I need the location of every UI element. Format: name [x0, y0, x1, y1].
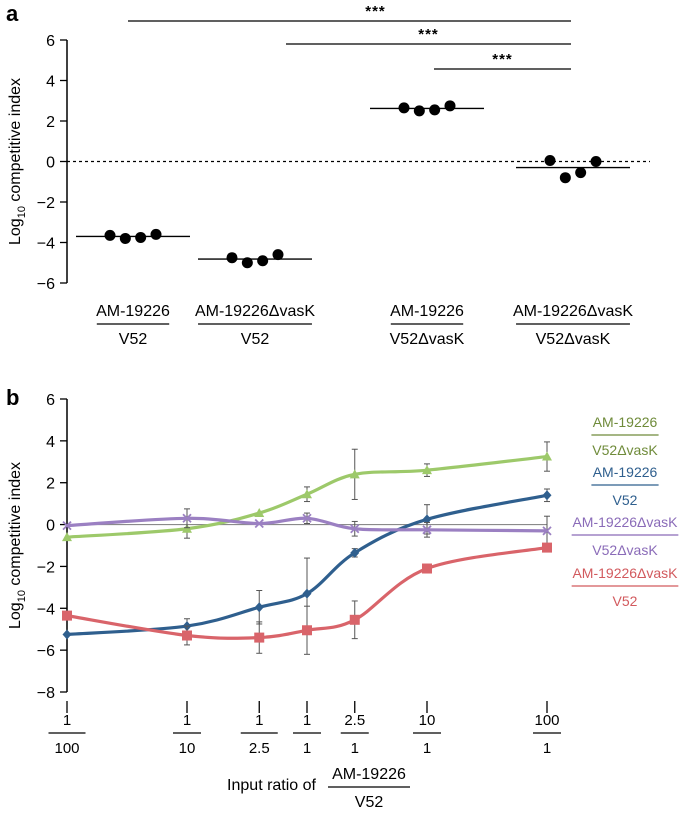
data-point-x: [62, 520, 72, 531]
category-label-1-numerator: AM-19226: [96, 303, 170, 320]
y-tick-label-a: −6: [37, 276, 55, 293]
data-point-square: [422, 563, 432, 574]
legend-entry-1-numerator: AM-19226: [593, 414, 658, 430]
y-tick-label-a: 6: [46, 33, 55, 50]
category-label-1-denominator: V52: [119, 331, 148, 348]
data-point: [226, 252, 238, 264]
data-point: [590, 156, 602, 167]
legend-entry-1-denominator: V52ΔvasK: [592, 442, 658, 458]
y-tick-label-b: −8: [37, 685, 55, 702]
data-point-square: [182, 630, 192, 641]
category-label-2-numerator: AM-19226ΔvasK: [195, 303, 315, 320]
category-label-3-denominator: V52ΔvasK: [390, 331, 465, 348]
category-label-3-numerator: AM-19226: [390, 303, 464, 320]
data-point: [135, 231, 147, 243]
data-point-diamond: [254, 602, 264, 613]
data-point-square: [349, 614, 360, 625]
x-tick-label-denominator: 2.5: [249, 740, 270, 757]
data-point: [150, 228, 162, 240]
legend-entry-3-denominator: V52ΔvasK: [592, 542, 658, 558]
y-tick-label-a: −2: [37, 195, 55, 212]
significance-stars: ***: [418, 26, 439, 43]
y-tick-label-b: 4: [46, 434, 55, 451]
x-tick-label-denominator: 1: [543, 740, 551, 757]
data-point: [119, 232, 131, 244]
significance-stars: ***: [492, 51, 513, 68]
data-point: [272, 249, 284, 261]
y-tick-label-b: −6: [37, 643, 55, 660]
category-label-4-numerator: AM-19226ΔvasK: [513, 303, 633, 320]
data-point: [241, 257, 253, 269]
legend-entry-3-numerator: AM-19226ΔvasK: [572, 514, 678, 530]
x-tick-label-numerator: 1: [183, 712, 191, 729]
data-point: [544, 154, 556, 166]
x-tick-label-denominator: 1: [351, 740, 359, 757]
data-point-triangle: [182, 523, 192, 533]
data-point-triangle: [542, 451, 552, 461]
y-tick-label-b: 2: [46, 476, 55, 493]
x-axis-title-fraction-denominator: V52: [355, 794, 384, 811]
y-tick-label-a: 0: [46, 155, 55, 172]
data-point-diamond: [350, 547, 360, 558]
y-axis-title-a: Log10 competitive index: [7, 78, 28, 245]
data-point-triangle: [422, 465, 432, 475]
data-point-x: [422, 525, 432, 535]
category-label-2-denominator: V52: [241, 331, 270, 348]
data-point: [444, 100, 456, 112]
x-axis-title-fraction-numerator: AM-19226: [332, 766, 406, 783]
y-tick-label-b: −2: [37, 559, 55, 576]
legend-entry-2-numerator: AM-19226: [593, 464, 658, 480]
x-tick-label-numerator: 2.5: [344, 712, 365, 729]
data-point-square: [62, 610, 72, 621]
y-axis-title-b: Log10 competitive index: [7, 462, 28, 629]
y-tick-label-b: 6: [46, 392, 55, 409]
data-point: [104, 229, 116, 241]
data-point: [257, 255, 269, 267]
y-tick-label-a: 4: [46, 74, 55, 91]
y-tick-label-b: −4: [37, 601, 55, 618]
data-point-triangle: [302, 489, 312, 499]
data-point-x: [542, 526, 552, 536]
x-tick-label-numerator: 10: [419, 712, 436, 729]
data-point-x: [254, 518, 264, 529]
data-point-diamond: [302, 588, 312, 599]
data-point-diamond: [422, 514, 432, 525]
data-point-square: [254, 632, 265, 643]
x-axis-title-b: Input ratio of: [227, 777, 317, 794]
data-point-diamond: [542, 490, 552, 501]
x-tick-label-numerator: 100: [534, 712, 559, 729]
legend-entry-2-denominator: V52: [613, 492, 638, 508]
data-point-triangle: [254, 508, 265, 518]
legend-entry-4-numerator: AM-19226ΔvasK: [572, 565, 678, 581]
y-tick-label-a: −4: [37, 236, 55, 253]
category-label-4-denominator: V52ΔvasK: [536, 331, 611, 348]
data-point-x: [182, 513, 192, 523]
data-point: [413, 105, 425, 117]
data-point: [575, 167, 587, 179]
x-tick-label-denominator: 1: [423, 740, 431, 757]
panel-label-b: b: [6, 385, 19, 410]
data-point-x: [350, 524, 360, 534]
y-tick-label-b: 0: [46, 518, 55, 535]
x-tick-label-denominator: 1: [303, 740, 311, 757]
data-point-diamond: [62, 629, 72, 640]
y-tick-label-a: 2: [46, 114, 55, 131]
data-point: [559, 172, 571, 184]
data-point-x: [302, 513, 312, 523]
data-point-square: [302, 625, 312, 636]
panel-label-a: a: [6, 1, 19, 26]
x-tick-label-numerator: 1: [303, 712, 311, 729]
data-point-triangle: [349, 469, 360, 479]
x-tick-label-numerator: 1: [63, 712, 71, 729]
data-point: [429, 104, 441, 116]
legend-entry-4-denominator: V52: [613, 593, 638, 609]
data-point-square: [542, 542, 552, 553]
significance-stars: ***: [365, 3, 386, 20]
x-tick-label-numerator: 1: [255, 712, 263, 729]
data-point-triangle: [62, 532, 72, 542]
data-point: [398, 102, 410, 114]
x-tick-label-denominator: 10: [179, 740, 196, 757]
x-tick-label-denominator: 100: [54, 740, 79, 757]
